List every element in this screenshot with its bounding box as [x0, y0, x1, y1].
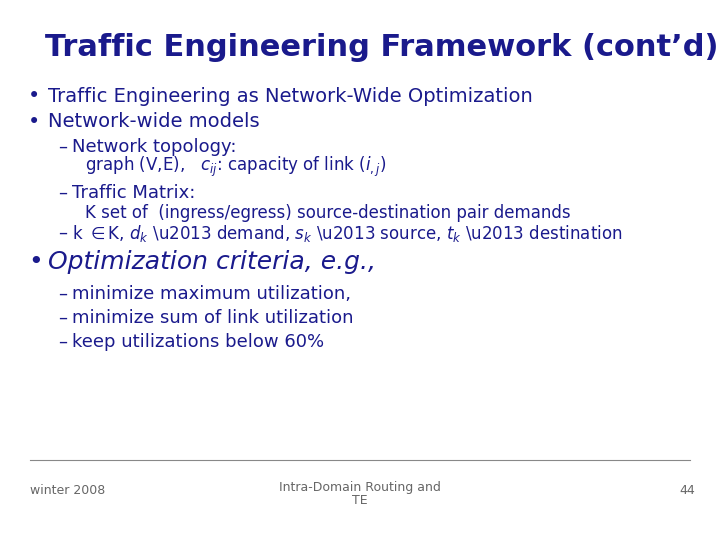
Text: K set of  (ingress/egress) source-destination pair demands: K set of (ingress/egress) source-destina… — [85, 204, 571, 222]
Text: Intra-Domain Routing and: Intra-Domain Routing and — [279, 481, 441, 494]
Text: keep utilizations below 60%: keep utilizations below 60% — [72, 333, 324, 351]
Text: 44: 44 — [679, 483, 695, 496]
Text: Optimization criteria, e.g.,: Optimization criteria, e.g., — [48, 250, 376, 274]
Text: winter 2008: winter 2008 — [30, 483, 105, 496]
Text: Network topology:: Network topology: — [72, 138, 236, 156]
Text: Traffic Engineering as Network-Wide Optimization: Traffic Engineering as Network-Wide Opti… — [48, 86, 533, 105]
Text: –: – — [58, 333, 67, 351]
Text: Network-wide models: Network-wide models — [48, 112, 260, 132]
Text: –: – — [58, 224, 67, 242]
Text: TE: TE — [352, 494, 368, 507]
Text: –: – — [58, 285, 67, 303]
Text: k $\in$K, $d_k$ \u2013 demand, $s_k$ \u2013 source, $t_k$ \u2013 destination: k $\in$K, $d_k$ \u2013 demand, $s_k$ \u2… — [72, 222, 623, 244]
Text: minimize maximum utilization,: minimize maximum utilization, — [72, 285, 351, 303]
Text: –: – — [58, 309, 67, 327]
Text: Traffic Engineering Framework (cont’d): Traffic Engineering Framework (cont’d) — [45, 33, 719, 63]
Text: •: • — [28, 250, 42, 274]
Text: graph (V,E),   $c_{ij}$: capacity of link ($i_{,j}$): graph (V,E), $c_{ij}$: capacity of link … — [85, 155, 387, 179]
Text: minimize sum of link utilization: minimize sum of link utilization — [72, 309, 354, 327]
Text: Traffic Matrix:: Traffic Matrix: — [72, 184, 195, 202]
Text: –: – — [58, 138, 67, 156]
Text: –: – — [58, 184, 67, 202]
Text: •: • — [28, 86, 40, 106]
Text: •: • — [28, 112, 40, 132]
